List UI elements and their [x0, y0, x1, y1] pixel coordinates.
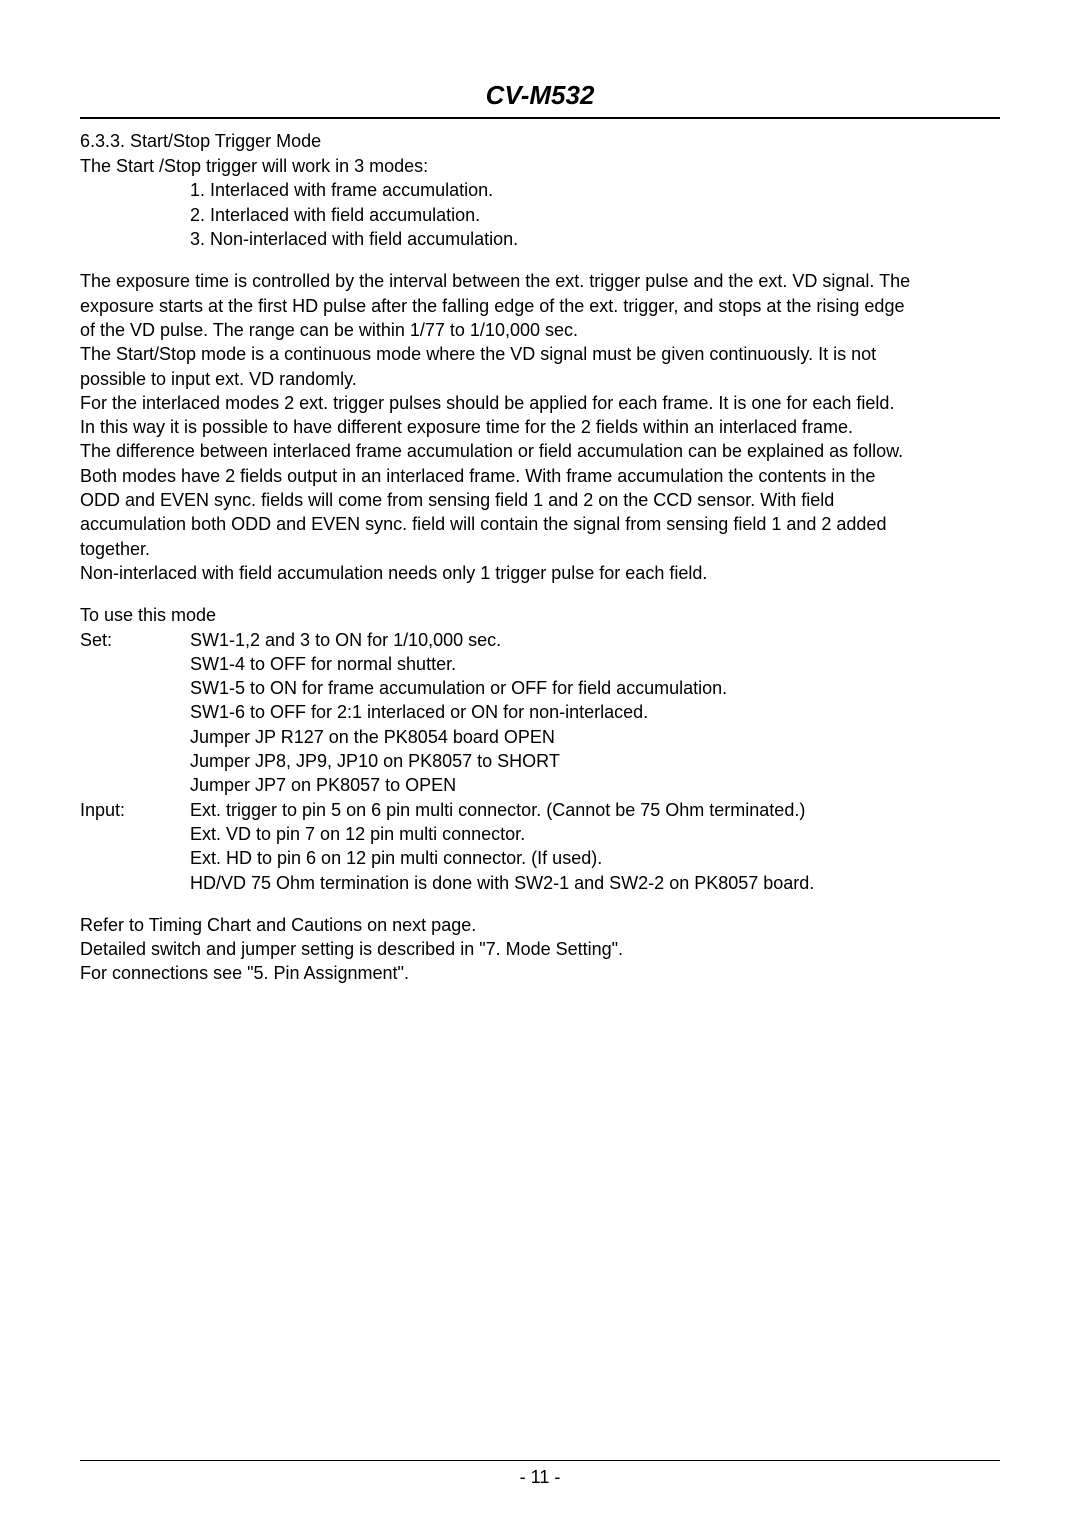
set-line-7: Jumper JP7 on PK8057 to OPEN — [190, 773, 1000, 797]
set-label-empty — [80, 773, 190, 797]
para4-line4: accumulation both ODD and EVEN sync. fie… — [80, 512, 1000, 536]
set-row-6: Jumper JP8, JP9, JP10 on PK8057 to SHORT — [80, 749, 1000, 773]
input-row-2: Ext. VD to pin 7 on 12 pin multi connect… — [80, 822, 1000, 846]
para1-line1: The exposure time is controlled by the i… — [80, 269, 1000, 293]
para3-line1: For the interlaced modes 2 ext. trigger … — [80, 391, 1000, 415]
doc-title: CV-M532 — [80, 80, 1000, 111]
mode-item-2: 2. Interlaced with field accumulation. — [80, 203, 1000, 227]
input-row-3: Ext. HD to pin 6 on 12 pin multi connect… — [80, 846, 1000, 870]
intro-line: The Start /Stop trigger will work in 3 m… — [80, 154, 1000, 178]
para1-line3: of the VD pulse. The range can be within… — [80, 318, 1000, 342]
mode-item-3: 3. Non-interlaced with field accumulatio… — [80, 227, 1000, 251]
set-line-3: SW1-5 to ON for frame accumulation or OF… — [190, 676, 1000, 700]
para3-line2: In this way it is possible to have diffe… — [80, 415, 1000, 439]
para4-line2: Both modes have 2 fields output in an in… — [80, 464, 1000, 488]
set-line-4: SW1-6 to OFF for 2:1 interlaced or ON fo… — [190, 700, 1000, 724]
set-line-6: Jumper JP8, JP9, JP10 on PK8057 to SHORT — [190, 749, 1000, 773]
set-row-1: Set: SW1-1,2 and 3 to ON for 1/10,000 se… — [80, 628, 1000, 652]
set-row-4: SW1-6 to OFF for 2:1 interlaced or ON fo… — [80, 700, 1000, 724]
ref-line-2: Detailed switch and jumper setting is de… — [80, 937, 1000, 961]
para4-line5: together. — [80, 537, 1000, 561]
page-footer: - 11 - — [80, 1460, 1000, 1488]
input-row-4: HD/VD 75 Ohm termination is done with SW… — [80, 871, 1000, 895]
use-this-mode-block: To use this mode Set: SW1-1,2 and 3 to O… — [80, 603, 1000, 895]
ref-line-3: For connections see "5. Pin Assignment". — [80, 961, 1000, 985]
set-label-empty — [80, 749, 190, 773]
footer-divider — [80, 1460, 1000, 1461]
input-label-empty — [80, 871, 190, 895]
set-row-7: Jumper JP7 on PK8057 to OPEN — [80, 773, 1000, 797]
input-label-empty — [80, 822, 190, 846]
input-line-4: HD/VD 75 Ohm termination is done with SW… — [190, 871, 1000, 895]
input-line-2: Ext. VD to pin 7 on 12 pin multi connect… — [190, 822, 1000, 846]
header-divider — [80, 117, 1000, 119]
para5: Non-interlaced with field accumulation n… — [80, 561, 1000, 585]
set-label-empty — [80, 700, 190, 724]
page-container: CV-M532 6.3.3. Start/Stop Trigger Mode T… — [0, 0, 1080, 1528]
set-line-2: SW1-4 to OFF for normal shutter. — [190, 652, 1000, 676]
para2-line1: The Start/Stop mode is a continuous mode… — [80, 342, 1000, 366]
input-line-1: Ext. trigger to pin 5 on 6 pin multi con… — [190, 798, 1000, 822]
set-label-empty — [80, 676, 190, 700]
para1-line2: exposure starts at the first HD pulse af… — [80, 294, 1000, 318]
input-row-1: Input: Ext. trigger to pin 5 on 6 pin mu… — [80, 798, 1000, 822]
set-label-empty — [80, 652, 190, 676]
set-row-2: SW1-4 to OFF for normal shutter. — [80, 652, 1000, 676]
set-row-3: SW1-5 to ON for frame accumulation or OF… — [80, 676, 1000, 700]
section-heading: 6.3.3. Start/Stop Trigger Mode — [80, 129, 1000, 154]
para4-line1: The difference between interlaced frame … — [80, 439, 1000, 463]
set-line-5: Jumper JP R127 on the PK8054 board OPEN — [190, 725, 1000, 749]
reference-block: Refer to Timing Chart and Cautions on ne… — [80, 913, 1000, 986]
para4-line3: ODD and EVEN sync. fields will come from… — [80, 488, 1000, 512]
ref-line-1: Refer to Timing Chart and Cautions on ne… — [80, 913, 1000, 937]
set-label: Set: — [80, 628, 190, 652]
paragraph-block-1: The exposure time is controlled by the i… — [80, 269, 1000, 585]
input-label: Input: — [80, 798, 190, 822]
input-label-empty — [80, 846, 190, 870]
use-heading: To use this mode — [80, 603, 1000, 627]
set-line-1: SW1-1,2 and 3 to ON for 1/10,000 sec. — [190, 628, 1000, 652]
set-row-5: Jumper JP R127 on the PK8054 board OPEN — [80, 725, 1000, 749]
para2-line2: possible to input ext. VD randomly. — [80, 367, 1000, 391]
page-number: - 11 - — [80, 1467, 1000, 1488]
set-label-empty — [80, 725, 190, 749]
input-line-3: Ext. HD to pin 6 on 12 pin multi connect… — [190, 846, 1000, 870]
mode-item-1: 1. Interlaced with frame accumulation. — [80, 178, 1000, 202]
